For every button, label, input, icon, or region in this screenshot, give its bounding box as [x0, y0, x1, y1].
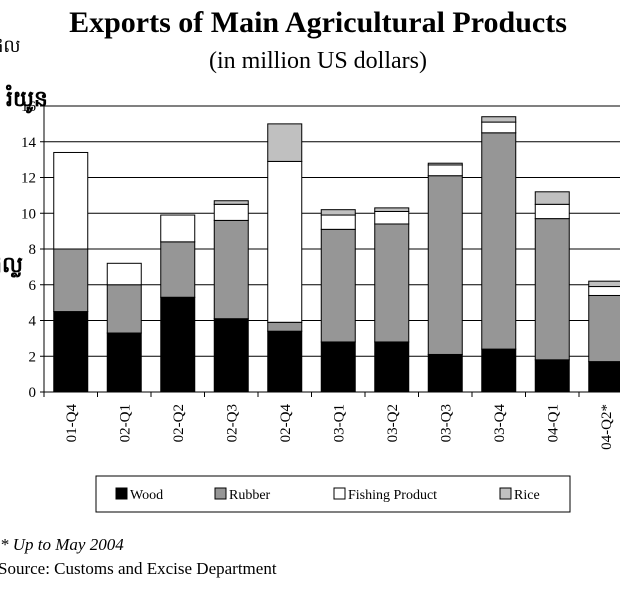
- bar-wood: [106, 332, 142, 393]
- x-tick-label: 02-Q1: [117, 404, 133, 442]
- bar-wood: [427, 353, 463, 393]
- bar-fishing-product: [588, 286, 620, 296]
- bar-wood: [588, 361, 620, 393]
- bar-rice: [213, 200, 249, 205]
- legend-swatch-rubber: [214, 487, 227, 500]
- y-axis-label-top: រំយូន: [5, 84, 48, 114]
- y-tick-label: 0: [29, 385, 37, 401]
- bar-rice: [374, 207, 410, 212]
- bar-fishing-product: [160, 214, 196, 243]
- chart-subtitle: (in million US dollars): [209, 48, 427, 74]
- y-tick-label: 10: [21, 206, 36, 222]
- bar-rubber: [588, 294, 620, 363]
- bar-wood: [267, 330, 303, 393]
- bar-wood: [53, 311, 89, 393]
- x-tick-label: 02-Q3: [224, 404, 240, 442]
- bar-wood: [320, 341, 356, 393]
- x-tick-label: 04-Q2*: [599, 404, 615, 450]
- bar-fishing-product: [427, 164, 463, 177]
- bar-wood: [481, 348, 517, 393]
- x-tick-label: 02-Q4: [278, 404, 294, 443]
- bar-fishing-product: [267, 160, 303, 323]
- bar-rubber: [160, 241, 196, 298]
- bar-rubber: [320, 228, 356, 343]
- legend-label-fishing-product: Fishing Product: [348, 488, 437, 503]
- legend-swatch-rice: [499, 487, 512, 500]
- footnote: * Up to May 2004: [0, 535, 124, 554]
- bar-fishing-product: [53, 151, 89, 250]
- y-tick-label: 4: [29, 314, 37, 330]
- bar-rubber: [213, 219, 249, 320]
- x-tick-label: 03-Q4: [492, 404, 508, 443]
- legend-label-wood: Wood: [130, 488, 163, 503]
- legend-label-rice: Rice: [514, 488, 540, 503]
- bar-rice: [534, 191, 570, 205]
- legend-swatch-fishing-product: [333, 487, 346, 500]
- x-tick-label: 02-Q2: [171, 404, 187, 442]
- bar-fishing-product: [106, 262, 142, 286]
- bar-wood: [213, 318, 249, 393]
- bar-fishing-product: [213, 203, 249, 221]
- bar-rubber: [534, 218, 570, 361]
- bar-rice: [481, 116, 517, 123]
- y-tick-label: 12: [21, 171, 36, 187]
- y-tick-labels: 0 2 4 6 8 10 12 14 16: [21, 99, 44, 401]
- bar-rubber: [267, 321, 303, 332]
- bar-rice: [267, 123, 303, 162]
- source-note: Source: Customs and Excise Department: [0, 559, 277, 578]
- chart-title: Exports of Main Agricultural Products: [69, 6, 567, 39]
- x-tick-label: 03-Q2: [385, 404, 401, 442]
- bar-rubber: [53, 248, 89, 313]
- legend-label-rubber: Rubber: [229, 488, 271, 503]
- x-tick-label: 04-Q1: [545, 404, 561, 442]
- x-tick-label: 03-Q1: [331, 404, 347, 442]
- bar-fishing-product: [320, 214, 356, 230]
- legend: Wood Rubber Fishing Product Rice: [95, 475, 571, 513]
- y-tick-label: 14: [21, 135, 37, 151]
- bar-rice: [320, 209, 356, 216]
- bar-fishing-product: [374, 210, 410, 225]
- bar-rubber: [374, 223, 410, 343]
- x-tick-label: 03-Q3: [438, 404, 454, 442]
- legend-box: [95, 475, 571, 513]
- bar-wood: [160, 296, 196, 393]
- y-tick-label: 8: [29, 242, 37, 258]
- bar-rubber: [427, 175, 463, 355]
- x-tick-labels: 01-Q4 02-Q1 02-Q2 02-Q3 02-Q4 03-Q1 03-Q2 03-Q3…: [43, 392, 615, 450]
- x-tick-label: 01-Q4: [64, 404, 80, 443]
- bars-group: [53, 116, 620, 393]
- y-tick-label: 6: [29, 278, 37, 294]
- bar-rubber: [106, 284, 142, 334]
- bar-rice: [588, 280, 620, 288]
- legend-swatch-wood: [115, 487, 128, 500]
- y-axis-label-mid: ដុល្ល: [0, 253, 23, 280]
- bar-fishing-product: [534, 203, 570, 220]
- bar-rubber: [481, 132, 517, 350]
- bar-fishing-product: [481, 121, 517, 134]
- y-tick-label: 16: [21, 99, 37, 115]
- bar-wood: [374, 341, 410, 393]
- bar-wood: [534, 359, 570, 393]
- khmer-header-fragment: ផល: [0, 36, 21, 57]
- bar-rice: [427, 162, 463, 166]
- y-tick-label: 2: [29, 349, 37, 365]
